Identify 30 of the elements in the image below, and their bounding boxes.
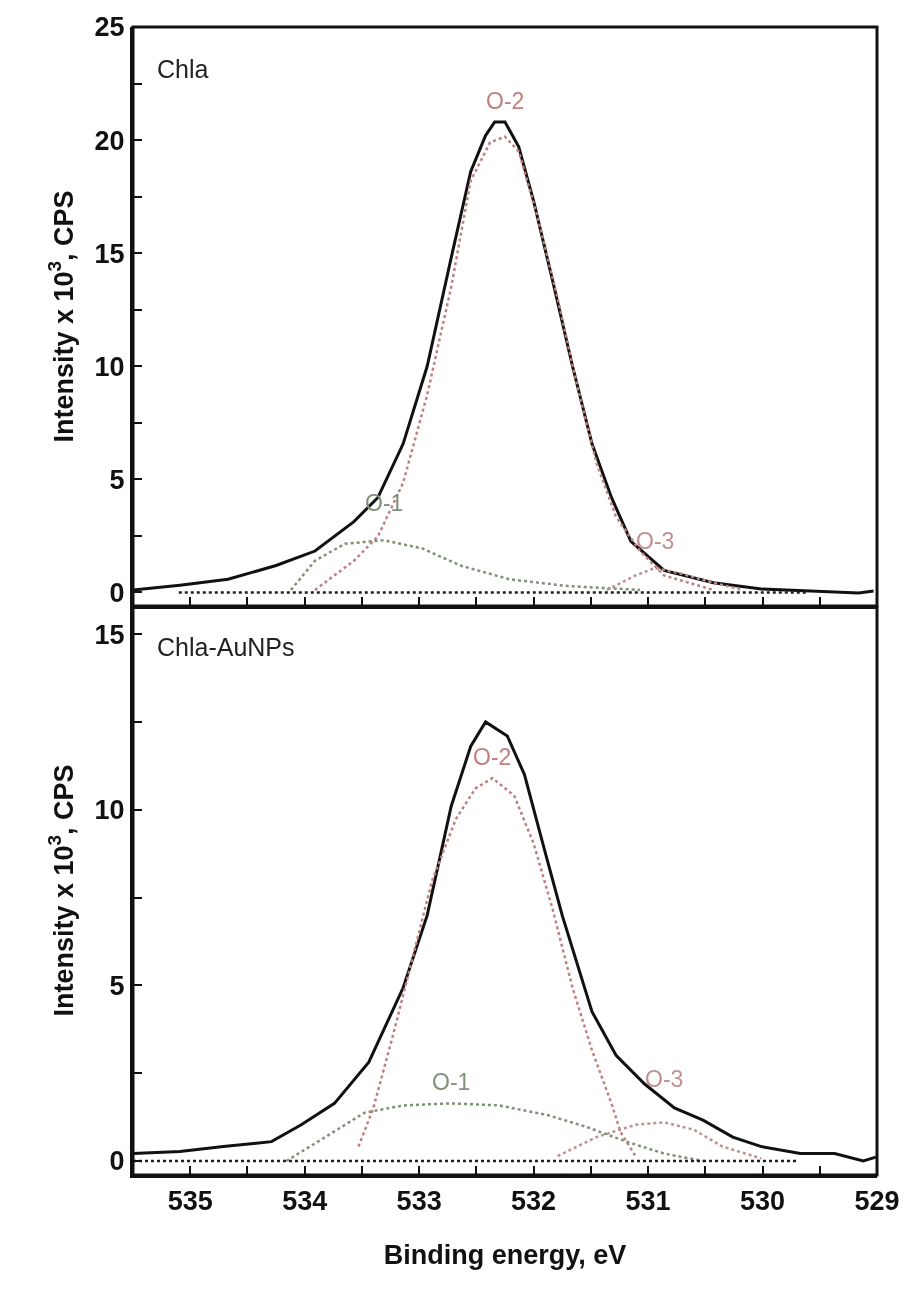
series-label: O-2 xyxy=(473,744,512,770)
line-series xyxy=(313,135,715,592)
x-tick-label: 534 xyxy=(282,1186,328,1217)
line-series xyxy=(357,776,637,1158)
y-tick-label: 5 xyxy=(109,464,125,495)
y-tick-label: 10 xyxy=(94,795,125,826)
y-tick-label: 20 xyxy=(94,125,125,156)
annotation: Chla xyxy=(157,55,209,83)
series-label: O-3 xyxy=(645,1066,684,1092)
series-label: O-2 xyxy=(486,88,525,114)
x-tick-label: 530 xyxy=(740,1186,786,1217)
y-tick-label: 0 xyxy=(109,1146,125,1177)
x-tick-label: 535 xyxy=(167,1186,213,1217)
x-tick-label: 529 xyxy=(854,1186,900,1217)
x-tick-label: 531 xyxy=(625,1186,671,1217)
x-tick-label: 532 xyxy=(511,1186,557,1217)
x-tick-label: 533 xyxy=(396,1186,442,1217)
series-label: O-1 xyxy=(432,1069,471,1095)
line-series xyxy=(605,566,744,592)
y-tick-label: 10 xyxy=(94,351,125,382)
x-axis-title: Binding energy, eV xyxy=(383,1239,627,1270)
y-tick-label: 25 xyxy=(94,12,125,43)
line-series xyxy=(285,1102,705,1163)
y-tick-label: 15 xyxy=(94,619,125,650)
series-label: O-3 xyxy=(636,528,675,554)
y-tick-label: 5 xyxy=(109,970,125,1001)
y-tick-label: 15 xyxy=(94,238,125,269)
annotation: Chla-AuNPs xyxy=(157,633,295,661)
y-tick-label: 0 xyxy=(109,577,125,608)
line-series xyxy=(556,1121,763,1160)
